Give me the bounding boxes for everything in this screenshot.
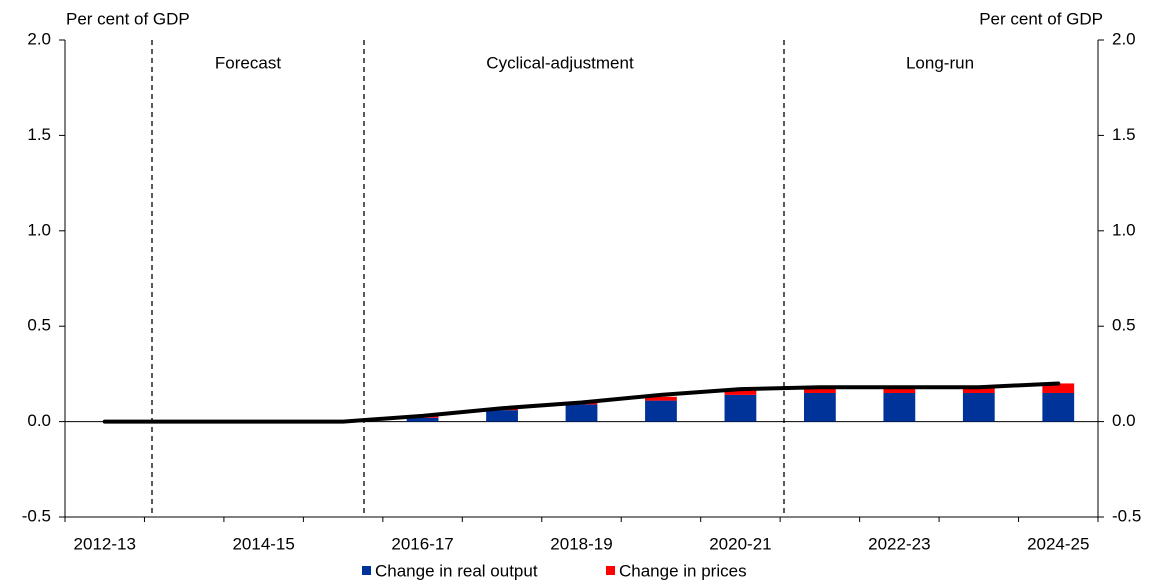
y2-axis-label: Per cent of GDP xyxy=(979,9,1103,28)
legend-swatch xyxy=(362,566,371,575)
bar xyxy=(645,400,677,422)
annotation: Long-run xyxy=(906,53,974,72)
bar xyxy=(962,387,995,393)
y2-tick-label: 0.5 xyxy=(1112,316,1136,335)
bar xyxy=(962,392,995,422)
bar xyxy=(803,387,836,393)
y-tick-label: 0.0 xyxy=(27,411,51,430)
y2-tick-label: 1.0 xyxy=(1112,220,1136,239)
x-tick-label: 2012-13 xyxy=(74,534,136,553)
bar xyxy=(565,404,598,422)
bar xyxy=(724,394,757,422)
y-tick-label: -0.5 xyxy=(22,506,51,525)
x-tick-label: 2024-25 xyxy=(1027,534,1089,553)
y-tick-label: 1.0 xyxy=(27,220,51,239)
legend-label: Change in prices xyxy=(619,561,747,580)
bar xyxy=(1042,392,1075,422)
bar xyxy=(883,392,916,422)
bar xyxy=(645,396,677,401)
bar xyxy=(803,392,836,422)
y2-tick-label: -0.5 xyxy=(1112,506,1141,525)
y2-tick-label: 1.5 xyxy=(1112,125,1136,144)
bar xyxy=(724,389,757,395)
bar xyxy=(1042,383,1075,393)
y2-tick-label: 0.0 xyxy=(1112,411,1136,430)
y-tick-label: 1.5 xyxy=(27,125,51,144)
y2-tick-label: 2.0 xyxy=(1112,29,1136,48)
y-tick-label: 2.0 xyxy=(27,29,51,48)
x-tick-label: 2016-17 xyxy=(391,534,453,553)
bar xyxy=(406,417,439,422)
x-tick-label: 2018-19 xyxy=(550,534,612,553)
y-axis-label: Per cent of GDP xyxy=(66,9,190,28)
legend-label: Change in real output xyxy=(375,561,538,580)
x-tick-label: 2022-23 xyxy=(868,534,930,553)
bar xyxy=(486,410,518,422)
annotation: Cyclical-adjustment xyxy=(486,53,634,72)
bar xyxy=(883,387,916,393)
annotation: Forecast xyxy=(215,53,281,72)
y-tick-label: 0.5 xyxy=(27,316,51,335)
x-tick-label: 2020-21 xyxy=(709,534,771,553)
legend-swatch xyxy=(606,566,615,575)
line xyxy=(102,381,1061,424)
x-tick-label: 2014-15 xyxy=(232,534,294,553)
